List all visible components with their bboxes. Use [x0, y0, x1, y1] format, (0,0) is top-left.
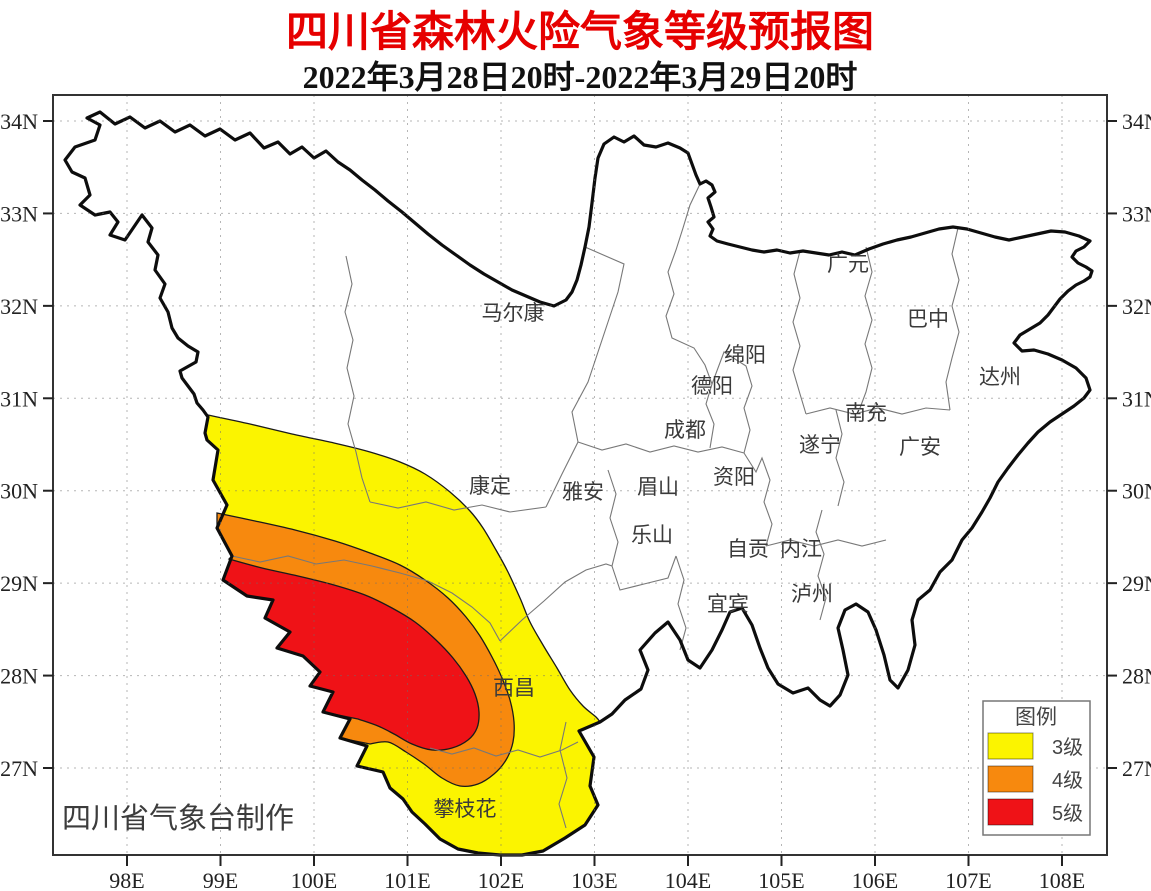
- prefecture-boundary-line: [945, 227, 960, 411]
- legend-title: 图例: [1015, 706, 1057, 729]
- credit-text: 四川省气象台制作: [62, 802, 294, 835]
- prefecture-boundary-line: [815, 509, 827, 621]
- province-outline: [63, 110, 1094, 857]
- plot-frame: [52, 94, 1108, 856]
- lon-label-101E: 101E: [384, 868, 430, 891]
- page-title: 四川省森林火险气象等级预报图: [286, 9, 874, 56]
- city-label: 西昌: [493, 677, 535, 700]
- prefecture-boundary-line: [665, 183, 715, 449]
- lat-label-right-30N: 30N: [1122, 479, 1151, 504]
- city-label: 南充: [845, 402, 887, 425]
- lat-label-right-33N: 33N: [1122, 201, 1151, 226]
- prefecture-boundary-line: [792, 250, 807, 415]
- city-label: 广安: [899, 436, 941, 459]
- lat-label-left-27N: 27N: [0, 756, 38, 781]
- prefecture-boundary-line: [429, 741, 579, 758]
- lon-label-108E: 108E: [1039, 868, 1085, 891]
- prefecture-boundary-line: [344, 255, 371, 503]
- prefecture-boundary-line: [835, 409, 845, 507]
- city-label: 德阳: [691, 375, 733, 398]
- lat-label-left-34N: 34N: [0, 109, 38, 134]
- lat-label-left-28N: 28N: [0, 664, 38, 689]
- lon-label-99E: 99E: [203, 868, 238, 891]
- axis-ticks: [43, 120, 1117, 866]
- city-label: 广元: [827, 253, 869, 276]
- lon-label-106E: 106E: [852, 868, 898, 891]
- lat-label-left-30N: 30N: [0, 479, 38, 504]
- city-label: 自贡: [727, 538, 769, 561]
- legend: 图例 3级 4级 5级: [982, 700, 1091, 836]
- lat-label-left-29N: 29N: [0, 571, 38, 596]
- lat-label-right-31N: 31N: [1122, 386, 1151, 411]
- lat-label-right-34N: 34N: [1122, 109, 1151, 134]
- lon-label-103E: 103E: [571, 868, 617, 891]
- city-label: 乐山: [631, 524, 673, 547]
- legend-swatch-level5: [987, 798, 1034, 826]
- legend-label-level3: 3级: [1052, 736, 1083, 759]
- city-label: 马尔康: [482, 302, 545, 325]
- risk-zones: [204, 414, 602, 856]
- prefecture-boundary-line: [859, 246, 873, 409]
- prefecture-boundary-line: [743, 452, 773, 547]
- lon-label-104E: 104E: [665, 868, 711, 891]
- legend-swatch-level3: [987, 732, 1034, 760]
- prefecture-boundary-line: [231, 555, 501, 642]
- city-label: 资阳: [713, 466, 755, 489]
- city-label: 泸州: [791, 583, 833, 606]
- city-label: 宜宾: [707, 593, 749, 616]
- lat-label-left-32N: 32N: [0, 294, 38, 319]
- lon-label-105E: 105E: [758, 868, 804, 891]
- graticule-grid: [53, 95, 1107, 855]
- city-label: 绵阳: [724, 344, 766, 367]
- page-subtitle: 2022年3月28日20时-2022年3月29日20时: [303, 59, 858, 95]
- city-label: 达州: [979, 366, 1021, 389]
- city-label: 内江: [780, 538, 822, 561]
- legend-label-level4: 4级: [1052, 769, 1083, 792]
- city-label: 遂宁: [799, 434, 841, 457]
- lat-label-right-28N: 28N: [1122, 664, 1151, 689]
- lon-label-98E: 98E: [109, 868, 144, 891]
- legend-label-level5: 5级: [1052, 802, 1083, 825]
- prefecture-boundaries: [231, 183, 960, 829]
- city-label: 成都: [664, 419, 706, 442]
- prefecture-boundary-line: [577, 441, 745, 454]
- city-label: 眉山: [637, 476, 679, 499]
- lon-label-100E: 100E: [291, 868, 337, 891]
- legend-swatch-level4: [987, 765, 1034, 793]
- lat-label-right-29N: 29N: [1122, 571, 1151, 596]
- risk-zone-level5: [222, 555, 480, 751]
- lat-label-right-32N: 32N: [1122, 294, 1151, 319]
- lon-label-107E: 107E: [945, 868, 991, 891]
- prefecture-boundary-line: [369, 501, 547, 513]
- city-label: 雅安: [562, 481, 604, 504]
- lat-label-right-27N: 27N: [1122, 756, 1151, 781]
- prefecture-boundary-line: [675, 555, 687, 651]
- axis-labels: 98E 99E 100E 101E 102E 103E 104E 105E 106E 107E 10…: [0, 109, 1151, 891]
- prefecture-boundary-line: [545, 246, 625, 508]
- prefecture-boundary-line: [499, 563, 613, 642]
- prefecture-boundary-line: [558, 721, 568, 829]
- city-label: 康定: [469, 475, 511, 498]
- prefecture-boundary-line: [711, 351, 753, 454]
- lat-label-left-31N: 31N: [0, 386, 38, 411]
- lat-label-left-33N: 33N: [0, 201, 38, 226]
- prefecture-boundary-line: [765, 539, 887, 547]
- city-label: 攀枝花: [434, 798, 497, 821]
- lon-label-102E: 102E: [478, 868, 524, 891]
- prefecture-boundary-line: [805, 407, 951, 415]
- city-label: 巴中: [907, 308, 949, 331]
